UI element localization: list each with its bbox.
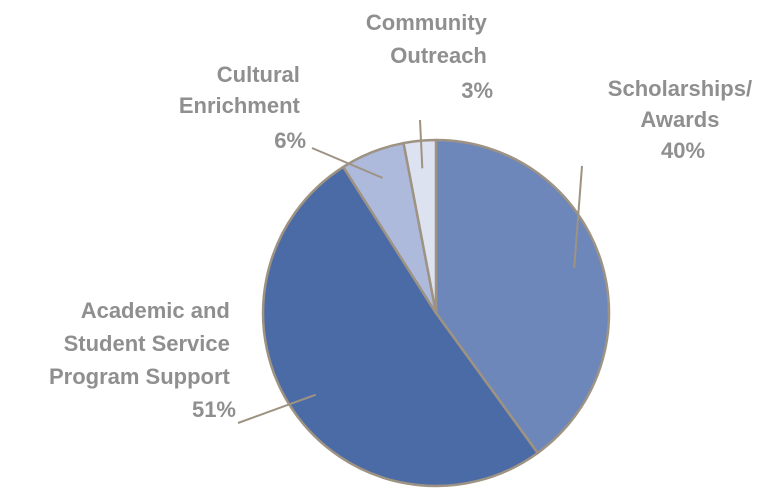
slice-label-community-outreach: Community Outreach 3% [366,10,493,103]
leader-line-community-outreach [419,119,424,169]
slice-percentage: 6% [274,128,306,153]
pie-slices [261,138,611,488]
slice-label-line: Community [366,10,488,35]
slice-label-scholarships: Scholarships/ Awards 40% [608,76,758,163]
leader-line-academic-support [237,393,317,424]
slice-label-line: Outreach [390,43,487,68]
slice-percentage: 3% [461,78,493,103]
slice-label-line: Program Support [49,364,231,389]
leader-lines [237,119,583,424]
slice-percentage: 40% [661,138,705,163]
slice-label-academic-support: Academic and Student Service Program Sup… [49,298,236,422]
slice-label-line: Enrichment [179,93,301,118]
pie-slice-community-outreach [402,138,438,315]
slice-label-line: Awards [640,107,719,132]
leader-line-cultural-enrichment [311,147,383,179]
pie-slice-academic-support [261,165,539,488]
slice-label-line: Cultural [217,62,300,87]
pie-slice-scholarships [434,138,611,455]
slice-label-cultural-enrichment: Cultural Enrichment 6% [179,62,306,153]
slice-label-line: Student Service [64,331,230,356]
slice-label-line: Academic and [81,298,230,323]
leader-line-scholarships [573,165,583,269]
slice-percentage: 51% [192,397,236,422]
slice-label-line: Scholarships/ [608,76,752,101]
